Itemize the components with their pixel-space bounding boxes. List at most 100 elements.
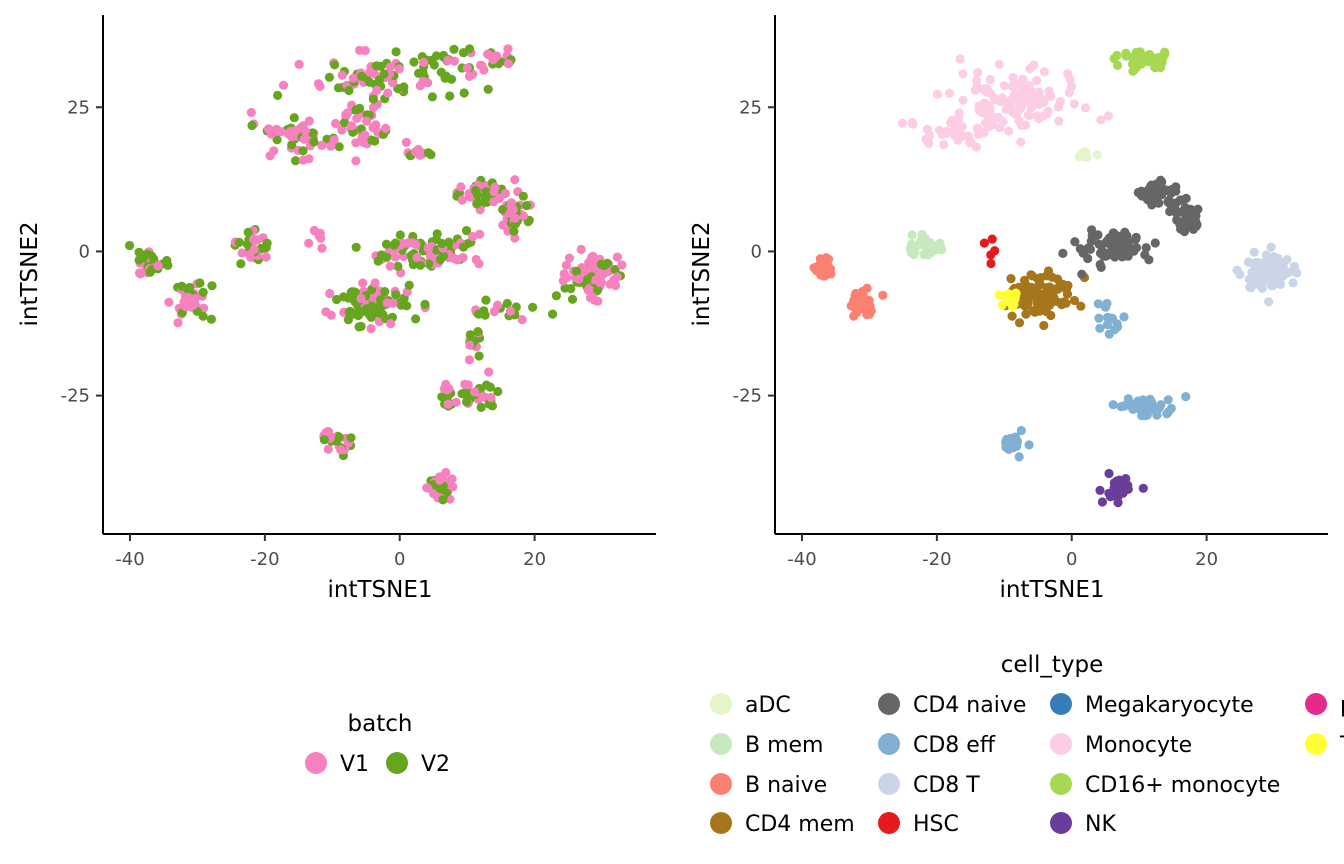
point-v2 bbox=[339, 118, 349, 128]
point-v1 bbox=[351, 138, 361, 148]
point-v1 bbox=[337, 70, 347, 80]
point-monocyte bbox=[971, 142, 982, 152]
point-cd8-eff bbox=[1095, 323, 1105, 333]
point-cd4-naive bbox=[1191, 211, 1201, 221]
point-monocyte bbox=[985, 75, 995, 85]
point-v2 bbox=[457, 389, 467, 399]
legend-cell-type-key bbox=[1050, 733, 1072, 755]
point-cd8-t bbox=[1249, 247, 1259, 257]
point-v1 bbox=[237, 248, 247, 258]
point-v2 bbox=[351, 242, 361, 252]
right-x-tick-label: -40 bbox=[787, 549, 816, 570]
point-v1 bbox=[574, 274, 584, 284]
point-monocyte bbox=[1008, 72, 1018, 82]
point-v2 bbox=[330, 60, 340, 70]
point-v2 bbox=[364, 310, 374, 320]
point-monocyte bbox=[1027, 99, 1037, 109]
legend-cell-type-title: cell_type bbox=[1001, 652, 1103, 678]
point-v1 bbox=[358, 278, 368, 288]
point-v2 bbox=[415, 260, 425, 270]
point-monocyte bbox=[944, 88, 955, 98]
point-cd4-naive bbox=[1070, 237, 1080, 247]
right-y-axis-title: intTSNE2 bbox=[689, 221, 715, 326]
point-t bbox=[997, 300, 1007, 310]
point-v2 bbox=[474, 351, 484, 361]
point-monocyte bbox=[1032, 75, 1042, 86]
point-v1 bbox=[382, 298, 392, 308]
point-v1 bbox=[385, 261, 395, 271]
point-cd4-mem bbox=[1007, 311, 1017, 321]
point-cd4-mem bbox=[1045, 289, 1055, 299]
point-cd4-naive bbox=[1103, 250, 1113, 260]
point-cd4-mem bbox=[1006, 274, 1016, 284]
point-monocyte bbox=[934, 125, 945, 135]
point-monocyte bbox=[975, 128, 985, 138]
point-v2 bbox=[334, 142, 344, 152]
point-nk bbox=[1138, 483, 1148, 493]
points-left bbox=[125, 44, 627, 505]
panel-right: -40 -20 0 20 -25 0 25 intTSNE1 intTSNE2 bbox=[689, 15, 1328, 603]
point-v1 bbox=[510, 175, 520, 185]
left-y-tick-label: -25 bbox=[61, 386, 90, 407]
point-v1 bbox=[181, 302, 191, 312]
point-monocyte bbox=[924, 138, 934, 148]
point-v1 bbox=[309, 225, 319, 236]
point-b-naive bbox=[863, 296, 873, 306]
point-cd8-eff bbox=[1100, 301, 1110, 312]
point-v1 bbox=[564, 253, 575, 263]
point-v1 bbox=[388, 78, 398, 88]
point-v1 bbox=[506, 198, 516, 208]
point-t bbox=[1006, 295, 1016, 305]
point-cd8-eff bbox=[1105, 313, 1115, 323]
point-v2 bbox=[437, 392, 447, 402]
point-v2 bbox=[502, 298, 512, 309]
point-cd8-t bbox=[1282, 255, 1292, 265]
point-v1 bbox=[517, 315, 527, 325]
point-v2 bbox=[481, 295, 491, 305]
point-v2 bbox=[395, 230, 405, 240]
point-v1 bbox=[135, 269, 146, 279]
point-monocyte bbox=[984, 121, 994, 131]
point-monocyte bbox=[950, 130, 960, 141]
legend-cell-type-label: aDC bbox=[745, 693, 791, 718]
legend-cell-type: cell_type aDC B mem B naive CD4 mem CD4 naiv… bbox=[710, 652, 1344, 837]
point-cd16-monocyte bbox=[1149, 53, 1159, 64]
point-cd4-naive bbox=[1163, 197, 1173, 207]
point-v1 bbox=[464, 355, 475, 365]
point-monocyte bbox=[925, 130, 935, 141]
point-cd4-naive bbox=[1141, 243, 1151, 253]
point-v1 bbox=[323, 444, 333, 454]
point-monocyte bbox=[958, 69, 968, 79]
point-v2 bbox=[389, 240, 399, 250]
legend-cell-type-label: CD4 naive bbox=[913, 693, 1026, 718]
left-y-axis-title: intTSNE2 bbox=[17, 221, 43, 326]
point-monocyte bbox=[970, 85, 980, 95]
points-right bbox=[809, 47, 1302, 508]
point-monocyte bbox=[982, 84, 992, 94]
point-b-mem bbox=[907, 230, 917, 240]
legend-cell-type-label: CD8 T bbox=[913, 773, 980, 798]
point-v2 bbox=[319, 435, 329, 445]
point-v1 bbox=[298, 155, 308, 165]
point-cd8-t bbox=[1289, 261, 1299, 271]
right-x-axis-title: intTSNE1 bbox=[999, 577, 1104, 603]
point-v2 bbox=[429, 60, 439, 70]
point-v2 bbox=[207, 281, 217, 291]
point-v2 bbox=[289, 113, 299, 123]
point-v2 bbox=[343, 315, 353, 325]
point-v2 bbox=[344, 85, 354, 96]
point-v1 bbox=[617, 260, 627, 270]
point-v1 bbox=[246, 107, 256, 118]
point-v1 bbox=[190, 293, 200, 303]
point-nk bbox=[1104, 488, 1114, 498]
point-v1 bbox=[351, 156, 361, 166]
point-v1 bbox=[365, 67, 375, 77]
point-cd4-naive bbox=[1175, 195, 1185, 205]
point-v1 bbox=[360, 130, 370, 140]
point-v2 bbox=[483, 84, 493, 94]
point-v1 bbox=[576, 244, 586, 255]
point-v1 bbox=[381, 123, 391, 133]
point-v2 bbox=[195, 278, 205, 288]
point-v1 bbox=[500, 188, 511, 199]
